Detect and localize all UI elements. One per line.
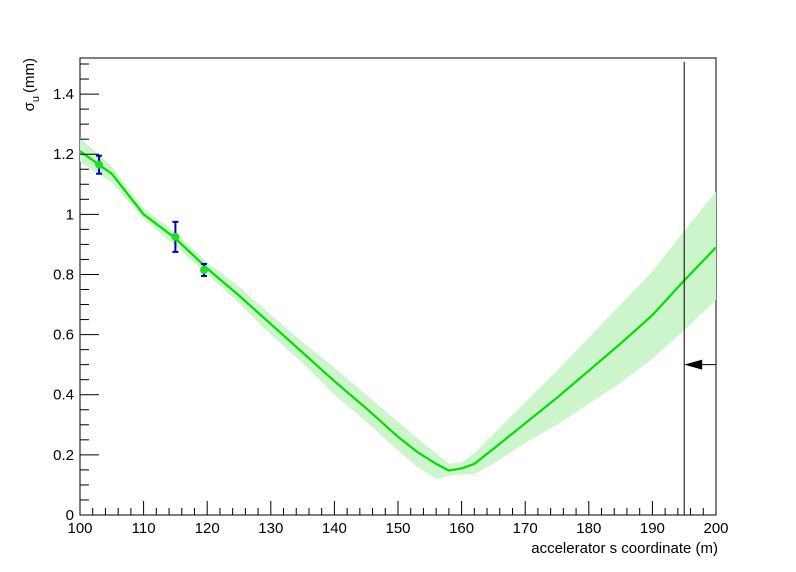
x-tick-label: 170 [513,520,538,537]
x-tick-label: 150 [385,520,410,537]
x-tick-label: 180 [576,520,601,537]
y-axis-title-unit: (mm) [21,58,38,93]
y-tick-label: 1.2 [53,146,74,163]
x-tick-label: 130 [258,520,283,537]
y-tick-label: 0.6 [53,327,74,344]
x-tick-label: 160 [449,520,474,537]
data-point [200,265,209,274]
y-tick-label: 0.4 [53,387,74,404]
arrow-head [684,359,703,370]
y-tick-label: 0.8 [53,266,74,283]
x-tick-label: 100 [67,520,92,537]
y-tick-label: 0.2 [53,447,74,464]
y-tick-label: 1.4 [53,86,74,103]
x-tick-label: 110 [132,520,156,537]
x-axis: 100 110 120 130 140 150 160 170 180 190 200 [67,501,729,537]
x-tick-label: 120 [195,520,220,537]
data-point [95,160,104,169]
y-axis-title: σu (mm) [21,58,42,111]
y-tick-label: 1 [66,206,74,223]
x-tick-label: 200 [703,520,728,537]
x-axis-title: accelerator s coordinate (m) [531,540,718,557]
confidence-band-layer [80,137,716,479]
annotation-layer [683,62,716,515]
y-axis-title-symbol: σ [21,101,38,111]
x-tick-label: 140 [322,520,347,537]
y-axis: 0 0.2 0.4 0.6 0.8 1 1.2 1.4 [53,63,99,524]
x-tick-label: 190 [640,520,665,537]
y-axis-title-subscript: u [30,96,42,102]
data-point [171,232,180,241]
confidence-band [80,137,716,479]
y-tick-label: 0 [66,507,74,524]
measurement-points-layer [95,154,209,277]
